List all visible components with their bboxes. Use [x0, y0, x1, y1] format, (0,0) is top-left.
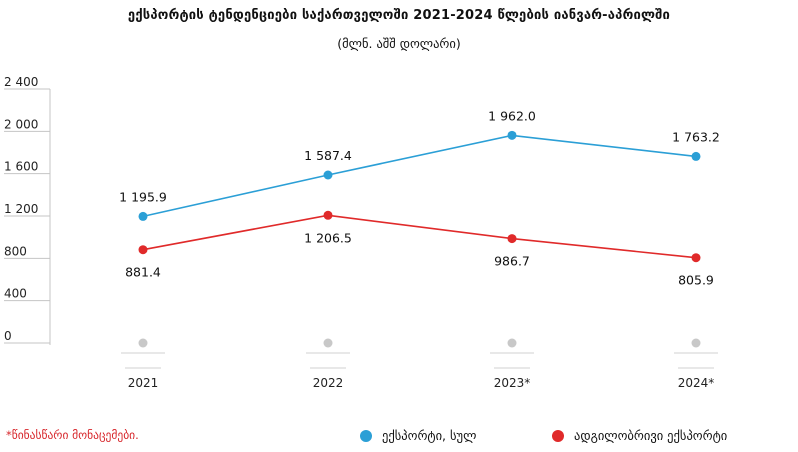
- legend-item-total-export: ექსპორტი, სულ: [360, 428, 476, 443]
- legend-item-domestic-export: ადგილობრივი ექსპორტი: [552, 428, 727, 443]
- x-tick-label: 2021: [128, 376, 159, 390]
- y-tick-label: 0: [4, 329, 12, 343]
- data-label: 1 587.4: [304, 148, 352, 163]
- series-line-domestic-export: [142, 214, 697, 259]
- series-line-total-export: [142, 134, 697, 218]
- data-point: [507, 234, 517, 244]
- data-label: 805.9: [678, 273, 714, 288]
- y-tick-label: 400: [4, 287, 27, 301]
- zero-baseline-marker: [507, 338, 517, 348]
- y-tick-label: 2 400: [4, 75, 38, 89]
- legend-marker-domestic-export: [552, 429, 564, 442]
- legend-marker-total-export: [360, 429, 372, 442]
- data-point: [507, 130, 517, 140]
- legend-label-total-export: ექსპორტი, სულ: [382, 428, 477, 443]
- y-tick-label: 2 000: [4, 117, 38, 131]
- data-point: [323, 170, 333, 180]
- preliminary-data-footnote: *წინასწარი მონაცემები.: [6, 428, 139, 442]
- x-tick-label: 2022: [313, 376, 344, 390]
- data-label: 1 962.0: [488, 108, 536, 123]
- data-point: [138, 245, 148, 255]
- data-point: [138, 211, 148, 221]
- data-point: [691, 253, 701, 263]
- zero-baseline-marker: [323, 338, 333, 348]
- y-tick-label: 800: [4, 244, 27, 258]
- data-point: [323, 210, 333, 220]
- data-label: 1 195.9: [119, 189, 167, 204]
- chart-title: ექსპორტის ტენდენციები საქართველოში 2021-…: [127, 8, 671, 23]
- zero-baseline-marker: [691, 338, 701, 348]
- data-label: 1 206.5: [304, 230, 352, 245]
- data-label: 1 763.2: [672, 129, 720, 144]
- chart-subtitle: (მლნ. აშშ დოლარი): [337, 36, 461, 51]
- data-point: [691, 151, 701, 161]
- y-tick-label: 1 200: [4, 202, 38, 216]
- data-label: 986.7: [494, 254, 530, 269]
- y-tick-label: 1 600: [4, 160, 38, 174]
- legend-label-domestic-export: ადგილობრივი ექსპორტი: [574, 428, 728, 443]
- data-label: 881.4: [125, 265, 161, 280]
- zero-baseline-marker: [138, 338, 148, 348]
- x-tick-label: 2024*: [678, 376, 715, 390]
- x-tick-label: 2023*: [494, 376, 531, 390]
